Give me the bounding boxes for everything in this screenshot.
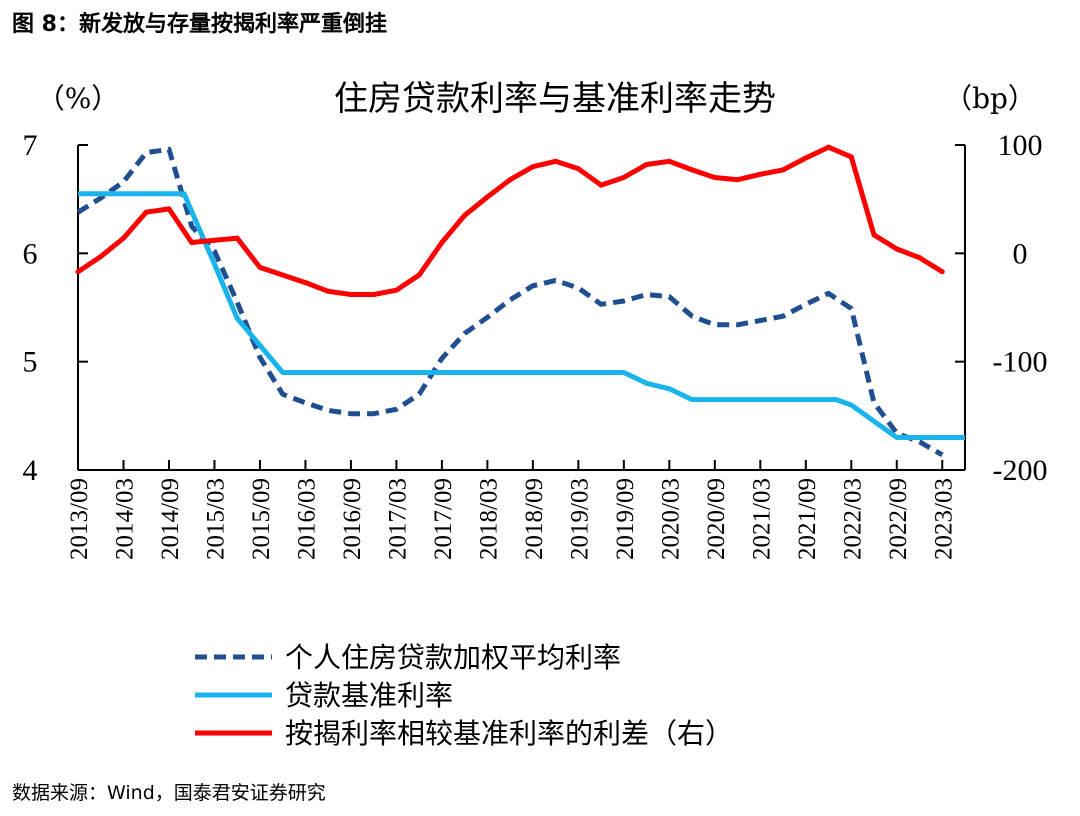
series-point bbox=[666, 158, 672, 164]
x-tick-label: 2021/03 bbox=[748, 478, 775, 560]
x-tick-label: 2019/09 bbox=[612, 478, 639, 560]
series-point bbox=[166, 206, 172, 212]
series-point bbox=[553, 158, 559, 164]
x-tick-label: 2015/09 bbox=[248, 478, 275, 560]
series-point bbox=[348, 292, 354, 297]
series-point bbox=[211, 237, 217, 243]
series-point bbox=[530, 164, 536, 170]
series-point bbox=[75, 269, 81, 275]
series-point bbox=[507, 177, 513, 183]
x-tick-label: 2023/03 bbox=[930, 478, 957, 560]
x-tick-label: 2014/09 bbox=[157, 478, 184, 560]
series-point bbox=[98, 254, 104, 260]
x-tick-label: 2020/03 bbox=[657, 478, 684, 560]
series-line-1 bbox=[76, 146, 944, 457]
series-point bbox=[393, 287, 399, 293]
series-point bbox=[871, 232, 877, 238]
right-axis: -200 -100 0 100 bbox=[955, 129, 1048, 487]
series-point bbox=[735, 177, 741, 183]
x-tick-label: 2019/03 bbox=[566, 478, 593, 560]
legend-label-1: 个人住房贷款加权平均利率 bbox=[285, 641, 621, 674]
right-tick-label: -200 bbox=[993, 454, 1048, 487]
series-point bbox=[917, 255, 923, 261]
x-tick-label: 2018/09 bbox=[521, 478, 548, 560]
series-point bbox=[826, 144, 832, 150]
left-axis: 4 5 6 7 bbox=[23, 129, 88, 487]
series-point bbox=[257, 264, 263, 270]
chart-title: 住房贷款利率与基准利率走势 bbox=[334, 79, 776, 119]
right-tick-label: 100 bbox=[998, 129, 1043, 162]
series-point bbox=[189, 240, 195, 245]
left-tick-label: 6 bbox=[23, 237, 38, 270]
x-tick-label: 2015/03 bbox=[202, 478, 229, 560]
series-point bbox=[780, 167, 786, 173]
x-axis: 2013/09 2014/03 2014/09 2015/03 2015/09 2016/… bbox=[66, 460, 957, 560]
series-point bbox=[439, 240, 445, 245]
right-tick-label: -100 bbox=[993, 346, 1048, 379]
series-point bbox=[621, 175, 627, 180]
series-point bbox=[120, 235, 126, 241]
source-note: 数据来源：Wind，国泰君安证券研究 bbox=[12, 782, 326, 804]
series-point bbox=[302, 280, 308, 286]
series-point bbox=[484, 194, 490, 200]
series-point bbox=[575, 166, 581, 172]
series-point bbox=[598, 182, 604, 188]
x-tick-label: 2020/09 bbox=[703, 478, 730, 560]
x-tick-label: 2021/09 bbox=[794, 478, 821, 560]
series-point bbox=[371, 292, 377, 297]
series-point bbox=[803, 155, 809, 161]
left-tick-label: 4 bbox=[23, 454, 38, 487]
series-point bbox=[280, 272, 286, 278]
series-line-2 bbox=[78, 191, 965, 440]
series-point bbox=[894, 246, 900, 252]
series-point bbox=[689, 167, 695, 173]
x-tick-label: 2014/03 bbox=[111, 478, 138, 560]
legend-label-3: 按揭利率相较基准利率的利差（右） bbox=[285, 717, 733, 750]
series-point bbox=[462, 212, 468, 218]
legend-label-2: 贷款基准利率 bbox=[285, 679, 453, 712]
series-line-3 bbox=[76, 144, 944, 297]
figure-caption: 图 8：新发放与存量按揭利率严重倒挂 bbox=[12, 12, 387, 37]
x-tick-label: 2018/03 bbox=[475, 478, 502, 560]
series-point bbox=[757, 171, 763, 177]
x-tick-label: 2017/03 bbox=[384, 478, 411, 560]
x-tick-label: 2022/03 bbox=[839, 478, 866, 560]
left-tick-label: 7 bbox=[23, 129, 38, 162]
left-axis-unit: （%） bbox=[37, 82, 120, 115]
series-point bbox=[325, 288, 331, 294]
series-point bbox=[234, 235, 240, 241]
left-tick-label: 5 bbox=[23, 346, 38, 379]
series-point bbox=[416, 272, 422, 278]
x-tick-label: 2013/09 bbox=[66, 478, 93, 560]
series-point bbox=[939, 269, 945, 275]
right-axis-unit: （bp） bbox=[944, 82, 1036, 115]
plot-frame bbox=[77, 145, 966, 471]
series-layer bbox=[75, 144, 965, 457]
x-tick-label: 2017/09 bbox=[430, 478, 457, 560]
right-tick-label: 0 bbox=[1013, 237, 1028, 270]
series-point bbox=[848, 154, 854, 160]
series-point bbox=[644, 162, 650, 167]
x-tick-label: 2022/09 bbox=[885, 478, 912, 560]
series-point bbox=[143, 209, 149, 215]
x-tick-label: 2016/09 bbox=[339, 478, 366, 560]
series-point bbox=[712, 175, 718, 180]
x-tick-label: 2016/03 bbox=[293, 478, 320, 560]
